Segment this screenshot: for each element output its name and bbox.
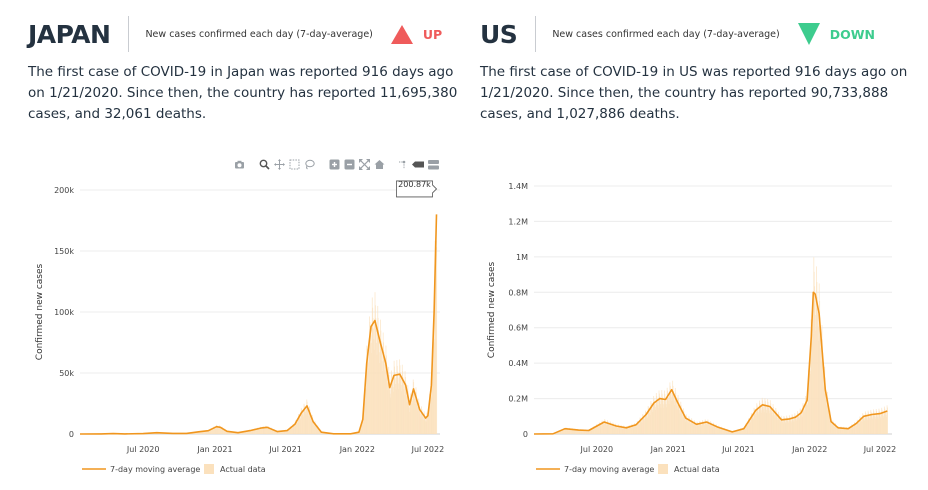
camera-icon[interactable] [234,159,245,170]
trend-label: DOWN [829,26,875,42]
panel-header: US New cases confirmed each day (7-day-a… [480,14,875,54]
metric-label: New cases confirmed each day (7-day-aver… [552,28,780,40]
y-tick-label: 100k [54,308,74,317]
panel-header: JAPAN New cases confirmed each day (7-da… [28,14,442,54]
y-tick-label: 0 [69,430,74,439]
panel-us: US New cases confirmed each day (7-day-a… [464,0,928,490]
hover-tooltip: 200.87k [396,180,438,198]
y-tick-label: 0.2M [508,395,528,404]
autoscale-icon[interactable] [359,158,370,170]
chart-toolbar [234,157,439,171]
y-tick-label: 1.4M [508,182,528,191]
lasso-icon[interactable] [304,159,315,170]
legend-label: 7-day moving average [110,465,200,474]
chart-us[interactable]: 0 0.2M 0.4M 0.6M 0.8M 1M 1.2M 1.4M Jul 2020 Jan 2… [464,0,928,490]
y-tick-label: 0.4M [508,359,528,368]
zoom-icon[interactable] [259,159,270,170]
moving-average-line [533,291,888,435]
y-tick-label: 0.6M [508,324,528,333]
trend-indicator: DOWN [797,23,875,45]
y-tick-label: 150k [54,247,74,256]
country-name: JAPAN [28,19,111,49]
home-icon[interactable] [374,159,385,170]
hover-tooltip-box [396,180,438,198]
x-tick-label: Jul 2022 [863,445,897,454]
moving-average-line [79,214,438,435]
legend-label: Actual data [220,465,266,474]
box-select-icon[interactable] [289,159,300,170]
pan-icon[interactable] [274,158,285,170]
legend-label: Actual data [674,465,720,474]
trend-label: UP [422,26,443,42]
y-tick-label: 0.8M [508,288,528,297]
summary-text: The first case of COVID-19 in Japan was … [28,64,458,122]
y-tick-label: 1M [516,253,528,262]
trend-up-icon [390,24,413,44]
hover-tooltip-text: 200.87k [398,180,431,189]
actual-data-bars [534,257,888,434]
country-name: US [480,19,518,49]
metric-label: New cases confirmed each day (7-day-aver… [145,28,373,40]
zoom-in-icon[interactable] [329,159,340,170]
actual-data-bars [80,237,438,434]
x-tick-label: Jan 2021 [650,445,686,454]
x-tick-label: Jul 2022 [411,445,445,454]
legend: 7-day moving average Actual data [82,464,266,474]
x-tick-label: Jan 2022 [791,445,827,454]
legend-swatch-bar [204,464,214,474]
header-divider [128,16,130,52]
x-tick-label: Jan 2021 [196,445,232,454]
x-tick-label: Jul 2020 [126,445,160,454]
chart-japan[interactable]: 0 50k 100k 150k 200k Jul 2020 Jan 2021 Jul 2021… [0,0,464,490]
summary-text: The first case of COVID-19 in US was rep… [480,64,908,122]
trend-indicator: UP [390,24,443,44]
y-axis-label: Confirmed new cases [35,263,45,360]
header-divider [535,16,537,52]
x-tick-label: Jul 2020 [580,445,614,454]
y-tick-label: 50k [59,369,74,378]
y-tick-label: 0 [523,430,528,439]
y-tick-label: 200k [54,186,74,195]
zoom-out-icon[interactable] [344,159,355,170]
x-tick-label: Jul 2021 [268,445,302,454]
legend-swatch-bar [658,464,668,474]
trend-down-icon [797,23,820,45]
y-tick-label: 1.2M [508,217,528,226]
x-tick-label: Jan 2022 [339,445,375,454]
spike-lines-icon[interactable] [397,159,408,170]
panel-japan: JAPAN New cases confirmed each day (7-da… [0,0,464,490]
legend: 7-day moving average Actual data [536,464,720,474]
hover-closest-icon[interactable] [412,159,424,170]
hover-compare-icon[interactable] [427,159,439,170]
x-tick-label: Jul 2021 [721,445,755,454]
actual-data-bar [436,247,438,434]
actual-data-bar [887,407,888,434]
legend-label: 7-day moving average [564,465,654,474]
y-axis-label: Confirmed new cases [487,261,497,358]
